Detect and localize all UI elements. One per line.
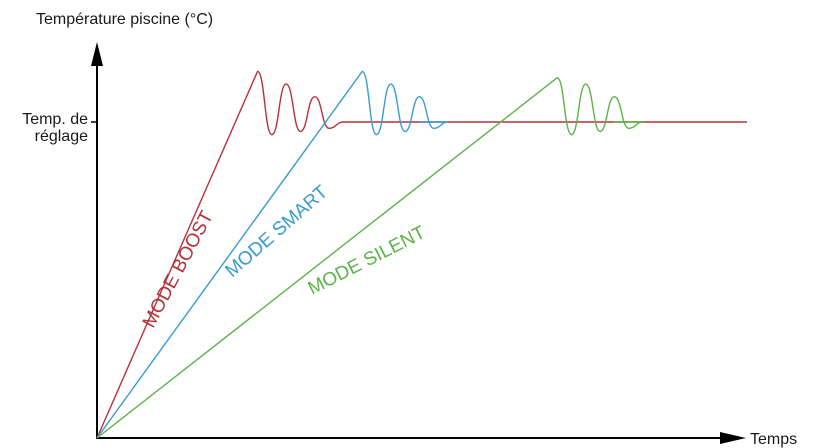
series-line-smart bbox=[96, 70, 449, 439]
x-axis-label: Temps bbox=[750, 431, 797, 448]
series-line-boost bbox=[96, 70, 747, 439]
series-line-silent bbox=[96, 77, 644, 439]
y-tick-label-line1: Temp. de bbox=[22, 111, 88, 128]
series-label-boost: MODE BOOST bbox=[139, 207, 218, 331]
x-axis-arrowhead bbox=[720, 432, 746, 444]
y-axis-label: Température piscine (°C) bbox=[36, 11, 213, 28]
y-tick-label-line2: réglage bbox=[35, 128, 88, 145]
y-axis-arrowhead bbox=[91, 42, 103, 66]
